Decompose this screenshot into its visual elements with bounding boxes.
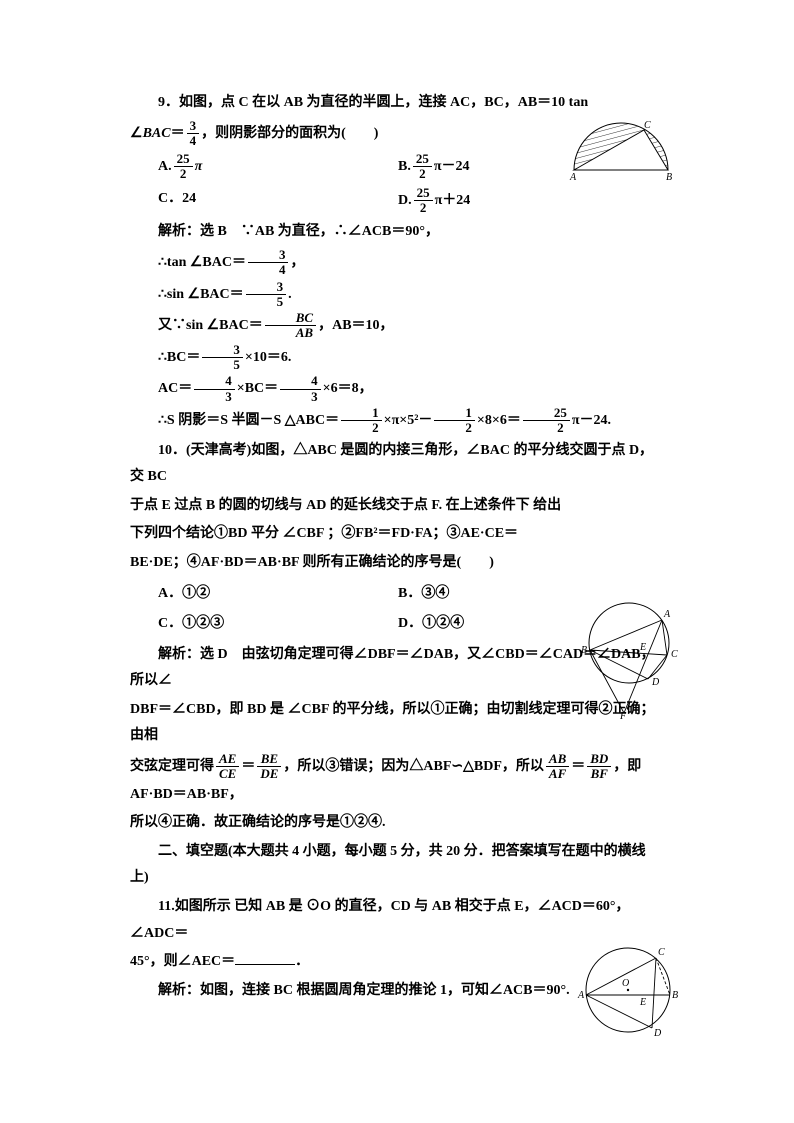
q11-figure: A B C D E O xyxy=(574,940,682,1059)
q9-sol-3: ∴sin ∠BAC＝35. xyxy=(130,280,664,310)
q9-sol-6: AC＝43×BC＝43×6＝8， xyxy=(130,374,664,404)
q10-sol-4: 所以④正确．故正确结论的序号是①②④. xyxy=(130,810,664,837)
svg-text:C: C xyxy=(658,947,665,958)
q9-option-c: C．24 xyxy=(158,186,398,216)
q10-stem-3: 下列四个结论①BD 平分 ∠CBF ；②FB²＝FD·FA；③AE·CE＝ xyxy=(130,521,664,548)
q10-figure: A B C D E F xyxy=(574,595,682,731)
q9-sol-4: 又∵sin ∠BAC＝BCAB，AB＝10， xyxy=(130,311,664,341)
svg-text:A: A xyxy=(577,990,585,1001)
q9-option-a: A.252π xyxy=(158,152,398,182)
q9-sol-1: 解析：选 B ∵AB 为直径，∴∠ACB＝90°， xyxy=(130,219,664,246)
svg-text:F: F xyxy=(619,711,627,720)
svg-text:A: A xyxy=(663,609,671,620)
svg-text:D: D xyxy=(653,1028,662,1039)
section-2-heading: 二、填空题(本大题共 4 小题，每小题 5 分，共 20 分．把答案填写在题中的… xyxy=(130,839,664,892)
q10-option-d: D．①②④ xyxy=(398,611,464,638)
q9-figure: A B C xyxy=(564,120,679,193)
q10-option-c: C．①②③ xyxy=(158,611,398,638)
q10-stem-4: BE·DE；④AF·BD＝AB·BF 则所有正确结论的序号是( ) xyxy=(130,550,664,577)
svg-text:C: C xyxy=(671,649,678,660)
q9-sol-7: ∴S 阴影＝S 半圆－S △ABC＝12×π×5²－12×8×6＝252π－24… xyxy=(130,406,664,436)
q10-sol-3: 交弦定理可得AECE＝BEDE，所以③错误；因为△ABF∽△BDF，所以ABAF… xyxy=(130,752,664,808)
svg-text:E: E xyxy=(639,642,646,653)
svg-text:E: E xyxy=(639,997,646,1008)
q9-option-b: B.252π－24 xyxy=(398,152,470,182)
q10-option-b: B．③④ xyxy=(398,581,449,608)
svg-text:B: B xyxy=(581,645,587,656)
q9-option-d: D.252π＋24 xyxy=(398,186,470,216)
q9-sol-2: ∴tan ∠BAC＝34， xyxy=(130,248,664,278)
q10-option-a: A．①② xyxy=(158,581,398,608)
q9-sol-5: ∴BC＝35×10＝6. xyxy=(130,343,664,373)
svg-text:C: C xyxy=(644,120,651,131)
svg-text:D: D xyxy=(651,677,660,688)
q11-blank xyxy=(235,951,295,965)
q10-stem-2: 于点 E 过点 B 的圆的切线与 AD 的延长线交于点 F. 在上述条件下 给出 xyxy=(130,493,664,520)
q9-stem-1: 9．如图，点 C 在以 AB 为直径的半圆上，连接 AC，BC，AB＝10 ta… xyxy=(130,90,664,117)
svg-text:B: B xyxy=(666,172,672,182)
svg-text:A: A xyxy=(569,172,577,182)
svg-text:B: B xyxy=(672,990,678,1001)
svg-text:O: O xyxy=(622,978,629,989)
q10-stem-1: 10．(天津高考)如图，△ABC 是圆的内接三角形，∠BAC 的平分线交圆于点 … xyxy=(130,438,664,491)
